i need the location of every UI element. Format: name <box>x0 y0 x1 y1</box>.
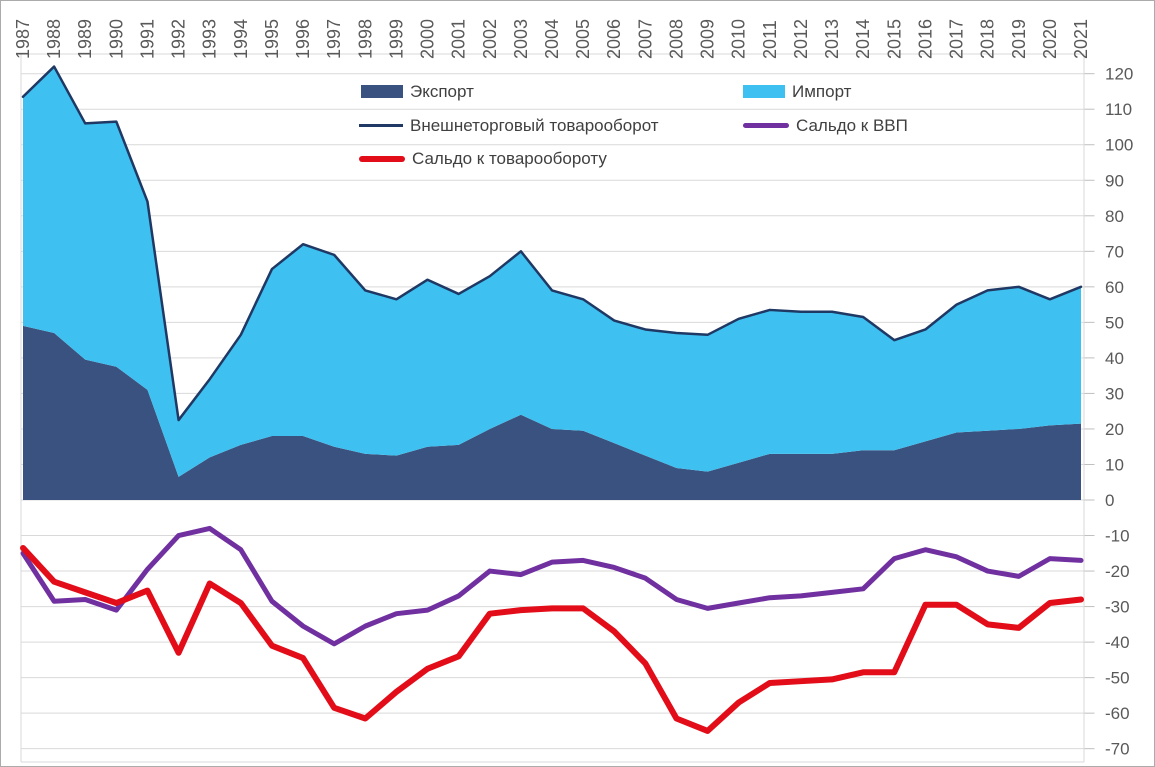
svg-text:110: 110 <box>1105 100 1132 119</box>
svg-text:2007: 2007 <box>635 19 655 59</box>
legend-item-saldo-gdp: Сальдо к ВВП <box>743 117 908 134</box>
svg-text:10: 10 <box>1105 455 1124 474</box>
svg-text:2009: 2009 <box>698 19 718 59</box>
svg-text:-40: -40 <box>1105 633 1130 652</box>
legend-item-turnover: Внешнеторговый товарооборот <box>359 117 659 134</box>
svg-text:-20: -20 <box>1105 562 1130 581</box>
svg-text:2002: 2002 <box>480 19 500 59</box>
svg-text:-50: -50 <box>1105 669 1130 688</box>
svg-text:120: 120 <box>1105 65 1133 84</box>
legend-label-saldo-turnover: Сальдо к товарообороту <box>412 149 607 168</box>
svg-text:2011: 2011 <box>760 20 780 59</box>
svg-text:1988: 1988 <box>44 19 64 59</box>
svg-text:1998: 1998 <box>355 19 375 59</box>
svg-text:1989: 1989 <box>75 19 95 59</box>
legend-label-saldo-gdp: Сальдо к ВВП <box>796 116 908 135</box>
svg-text:2013: 2013 <box>822 19 842 59</box>
svg-text:1992: 1992 <box>169 19 189 59</box>
svg-text:2012: 2012 <box>791 19 811 59</box>
svg-text:60: 60 <box>1105 278 1124 297</box>
svg-text:2006: 2006 <box>604 19 624 59</box>
svg-text:2003: 2003 <box>511 19 531 59</box>
legend-item-export: Экспорт <box>361 83 474 100</box>
svg-text:2000: 2000 <box>418 19 438 59</box>
svg-text:70: 70 <box>1105 242 1124 261</box>
svg-text:90: 90 <box>1105 171 1124 190</box>
svg-text:-10: -10 <box>1105 527 1130 546</box>
svg-text:1991: 1991 <box>137 19 157 59</box>
svg-text:2004: 2004 <box>542 19 562 59</box>
legend-label-turnover: Внешнеторговый товарооборот <box>410 116 659 135</box>
svg-text:2001: 2001 <box>449 19 469 59</box>
svg-text:2014: 2014 <box>853 19 873 59</box>
svg-text:40: 40 <box>1105 349 1124 368</box>
legend-swatch-export <box>361 85 403 98</box>
svg-text:0: 0 <box>1105 491 1114 510</box>
svg-text:1987: 1987 <box>13 19 33 59</box>
svg-text:2020: 2020 <box>1040 19 1060 59</box>
svg-text:2008: 2008 <box>666 19 686 59</box>
svg-text:100: 100 <box>1105 136 1133 155</box>
svg-text:1995: 1995 <box>262 19 282 59</box>
svg-text:2017: 2017 <box>947 19 967 59</box>
svg-text:2021: 2021 <box>1071 19 1091 59</box>
svg-text:1999: 1999 <box>386 19 406 59</box>
legend-swatch-saldo-gdp <box>743 123 789 128</box>
svg-text:-30: -30 <box>1105 598 1130 617</box>
svg-text:80: 80 <box>1105 207 1124 226</box>
svg-text:2015: 2015 <box>884 19 904 59</box>
svg-text:2019: 2019 <box>1009 19 1029 59</box>
svg-text:2005: 2005 <box>573 19 593 59</box>
legend-label-export: Экспорт <box>410 82 474 101</box>
svg-text:-70: -70 <box>1105 740 1130 759</box>
svg-text:1997: 1997 <box>324 19 344 59</box>
legend-swatch-import <box>743 85 785 98</box>
legend-item-saldo-turnover: Сальдо к товарообороту <box>359 150 607 167</box>
legend-swatch-turnover <box>359 124 403 127</box>
legend-label-import: Импорт <box>792 82 852 101</box>
svg-text:2016: 2016 <box>915 19 935 59</box>
legend-swatch-saldo-turnover <box>359 155 405 162</box>
svg-text:1990: 1990 <box>106 19 126 59</box>
svg-text:2010: 2010 <box>729 19 749 59</box>
svg-text:50: 50 <box>1105 313 1124 332</box>
svg-text:20: 20 <box>1105 420 1124 439</box>
legend-item-import: Импорт <box>743 83 851 100</box>
svg-text:1993: 1993 <box>200 19 220 59</box>
svg-text:30: 30 <box>1105 384 1124 403</box>
svg-text:1994: 1994 <box>231 19 251 59</box>
svg-text:1996: 1996 <box>293 19 313 59</box>
svg-text:2018: 2018 <box>978 19 998 59</box>
svg-text:-60: -60 <box>1105 704 1130 723</box>
